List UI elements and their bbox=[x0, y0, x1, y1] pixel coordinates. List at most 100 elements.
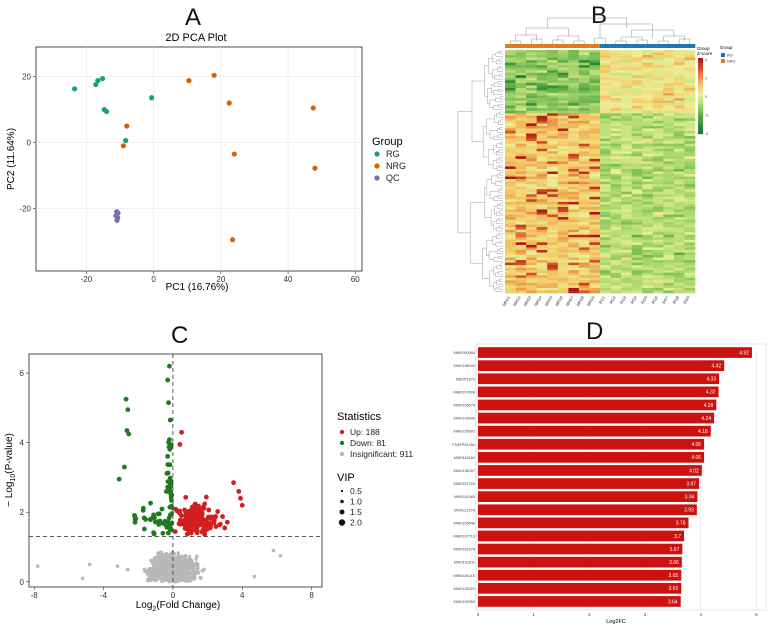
heatmap-cell bbox=[589, 270, 601, 274]
heatmap-scale-segment bbox=[698, 90, 703, 93]
volcano-point-down bbox=[125, 407, 131, 413]
heatmap-cell bbox=[621, 217, 632, 220]
heatmap-cell bbox=[547, 108, 559, 112]
heatmap-cell bbox=[526, 219, 537, 223]
pca-plot-area bbox=[35, 46, 363, 272]
heatmap-cell bbox=[673, 100, 685, 104]
heatmap-cell bbox=[621, 70, 632, 74]
heatmap-cell bbox=[557, 189, 569, 193]
volcano-point-up bbox=[217, 521, 223, 527]
heatmap-cell bbox=[631, 191, 643, 195]
heatmap-cell bbox=[536, 229, 548, 233]
heatmap-cell bbox=[526, 166, 537, 170]
heatmap-cell bbox=[547, 148, 559, 152]
heatmap-cell bbox=[568, 133, 580, 137]
heatmap-cell bbox=[568, 72, 580, 76]
heatmap-cell bbox=[652, 100, 664, 104]
heatmap-cell bbox=[536, 125, 548, 129]
heatmap-cell bbox=[673, 179, 685, 182]
heatmap-cell bbox=[536, 168, 548, 172]
bar-value-label: 4.02 bbox=[689, 468, 699, 474]
heatmap-cell bbox=[684, 138, 696, 142]
heatmap-cell bbox=[515, 212, 527, 215]
heatmap-cell bbox=[578, 75, 590, 79]
heatmap-cell bbox=[663, 287, 675, 291]
heatmap-cell bbox=[631, 224, 643, 228]
heatmap-cell bbox=[526, 249, 537, 253]
heatmap-cell bbox=[578, 151, 590, 155]
heatmap-cell bbox=[526, 77, 537, 81]
heatmap-cell bbox=[631, 133, 643, 137]
heatmap-cell bbox=[515, 244, 527, 248]
heatmap-cell bbox=[557, 181, 569, 185]
volcano-point-up bbox=[203, 494, 209, 500]
heatmap-cell bbox=[589, 272, 601, 276]
heatmap-cell bbox=[642, 125, 654, 129]
heatmap-cell bbox=[631, 247, 643, 251]
heatmap-cell bbox=[578, 196, 590, 200]
heatmap-cell bbox=[515, 90, 527, 94]
heatmap-cell bbox=[642, 242, 654, 246]
heatmap-cell bbox=[663, 217, 675, 220]
heatmap-legend-swatch-rg bbox=[721, 53, 725, 57]
pca-point-rg bbox=[123, 137, 129, 144]
heatmap-cell bbox=[568, 143, 580, 147]
heatmap-cell bbox=[642, 280, 654, 284]
heatmap-cell bbox=[631, 80, 643, 84]
heatmap-cell bbox=[663, 67, 675, 71]
heatmap-group-annotation bbox=[505, 44, 696, 48]
pca-point-rg bbox=[99, 76, 106, 82]
heatmap-cell bbox=[557, 133, 569, 137]
volcano-point-insignificant bbox=[173, 562, 178, 568]
heatmap-cell bbox=[600, 108, 611, 112]
heatmap-cell bbox=[631, 232, 643, 236]
heatmap-cell bbox=[652, 174, 664, 177]
heatmap-cell bbox=[621, 156, 632, 160]
heatmap-cell bbox=[663, 184, 675, 187]
heatmap-cell bbox=[536, 138, 548, 142]
heatmap-cell bbox=[578, 237, 590, 241]
heatmap-cell bbox=[536, 260, 548, 263]
heatmap-cell bbox=[505, 275, 516, 279]
heatmap-cell bbox=[684, 181, 696, 185]
heatmap-cell bbox=[610, 234, 622, 238]
heatmap-cell bbox=[642, 153, 654, 157]
heatmap-cell bbox=[652, 257, 664, 261]
heatmap-cell bbox=[526, 179, 537, 182]
heatmap-cell bbox=[578, 290, 590, 294]
volcano-point-insignificant bbox=[155, 571, 161, 576]
heatmap-cell bbox=[610, 128, 622, 132]
heatmap-cell bbox=[610, 166, 622, 170]
heatmap-cell bbox=[631, 201, 643, 205]
heatmap-cell bbox=[663, 148, 675, 152]
heatmap-cell bbox=[631, 186, 643, 190]
heatmap-cell bbox=[684, 212, 696, 215]
heatmap-cell bbox=[642, 181, 654, 185]
heatmap-cell bbox=[505, 270, 516, 274]
heatmap-cell bbox=[621, 87, 632, 91]
heatmap-cell bbox=[547, 290, 559, 294]
heatmap-cell bbox=[547, 105, 559, 109]
heatmap-cell bbox=[642, 52, 654, 56]
heatmap-cell bbox=[610, 158, 622, 162]
heatmap-cell bbox=[547, 136, 559, 139]
heatmap-cell bbox=[600, 123, 611, 127]
heatmap-cell bbox=[600, 247, 611, 251]
heatmap-cell bbox=[684, 161, 696, 165]
heatmap-cell bbox=[621, 133, 632, 137]
heatmap-cell bbox=[684, 179, 696, 182]
heatmap-cell bbox=[536, 239, 548, 243]
heatmap-cell bbox=[568, 194, 580, 198]
heatmap-cell bbox=[526, 265, 537, 268]
heatmap-cell bbox=[568, 285, 580, 289]
heatmap-cell bbox=[578, 128, 590, 132]
heatmap-column-label: NRG5 bbox=[543, 294, 553, 307]
heatmap-cell bbox=[505, 131, 516, 134]
heatmap-cell bbox=[642, 212, 654, 215]
heatmap-cell bbox=[515, 70, 527, 74]
heatmap-cell bbox=[631, 244, 643, 248]
heatmap-cell bbox=[600, 199, 611, 203]
heatmap-cell bbox=[505, 118, 516, 122]
heatmap-cell bbox=[589, 72, 601, 76]
heatmap-cell bbox=[684, 133, 696, 137]
